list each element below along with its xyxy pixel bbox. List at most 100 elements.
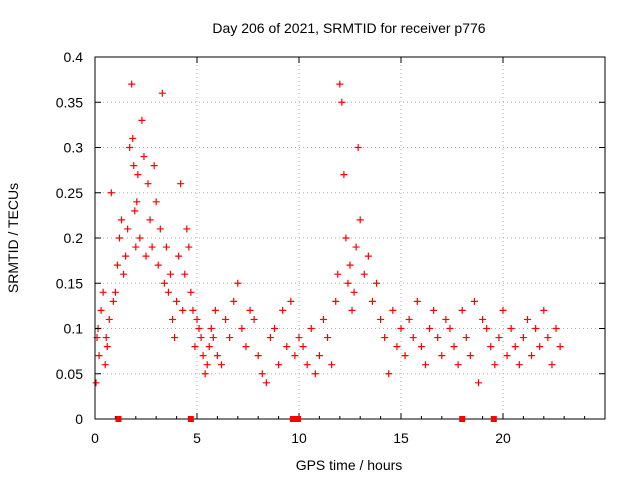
data-points xyxy=(92,80,564,387)
data-point xyxy=(307,325,315,332)
data-point xyxy=(158,89,166,97)
data-point xyxy=(385,370,393,378)
data-point xyxy=(164,288,172,296)
data-point xyxy=(315,352,323,360)
data-point xyxy=(470,297,478,305)
data-point xyxy=(203,361,211,369)
data-point xyxy=(552,325,560,332)
data-point xyxy=(197,334,205,342)
data-point xyxy=(487,343,495,351)
data-point xyxy=(160,279,168,287)
data-point xyxy=(140,153,148,161)
data-point xyxy=(348,306,356,314)
y-tick-label: 0.35 xyxy=(56,94,83,110)
data-point xyxy=(102,334,110,342)
y-tick-label: 0.15 xyxy=(56,275,83,291)
data-point xyxy=(107,189,115,197)
data-point xyxy=(205,343,213,351)
data-point xyxy=(95,352,103,360)
data-point xyxy=(211,306,219,314)
data-point xyxy=(515,361,523,369)
data-point xyxy=(146,216,154,224)
data-point xyxy=(199,352,207,360)
data-point xyxy=(454,361,462,369)
data-point xyxy=(548,361,556,369)
data-point xyxy=(111,288,119,296)
data-point xyxy=(499,306,507,314)
y-tick-label: 0.4 xyxy=(64,49,84,65)
zero-markers xyxy=(115,416,497,422)
data-point xyxy=(242,343,250,351)
data-point xyxy=(319,315,327,323)
data-point xyxy=(295,334,303,342)
zero-marker xyxy=(490,416,497,422)
data-point xyxy=(136,234,144,242)
data-point xyxy=(334,270,342,278)
x-tick-label: 20 xyxy=(495,430,511,446)
zero-marker xyxy=(294,416,301,422)
data-point xyxy=(103,343,111,351)
data-point xyxy=(152,198,160,206)
y-tick-label: 0.05 xyxy=(56,366,83,382)
data-point xyxy=(171,334,179,342)
data-point xyxy=(332,297,340,305)
data-point xyxy=(528,352,536,360)
data-point xyxy=(364,252,372,260)
data-point xyxy=(303,361,311,369)
x-tick-label: 15 xyxy=(393,430,409,446)
data-point xyxy=(430,306,438,314)
data-point xyxy=(187,288,195,296)
zero-marker xyxy=(115,416,122,422)
data-point xyxy=(338,98,346,106)
data-point xyxy=(340,171,348,179)
data-point xyxy=(438,352,446,360)
data-point xyxy=(142,252,150,260)
data-point xyxy=(352,243,360,251)
data-point xyxy=(519,334,527,342)
data-point xyxy=(556,343,564,351)
data-point xyxy=(250,315,258,323)
data-point xyxy=(336,80,344,88)
data-point xyxy=(344,279,352,287)
data-point xyxy=(475,379,483,387)
y-tick-label: 0.1 xyxy=(64,321,84,337)
data-point xyxy=(279,306,287,314)
data-point xyxy=(92,379,100,387)
data-point xyxy=(466,352,474,360)
y-tick-label: 0.2 xyxy=(64,230,84,246)
data-point xyxy=(511,343,519,351)
data-point xyxy=(133,198,141,206)
data-point xyxy=(368,297,376,305)
data-point xyxy=(421,361,429,369)
data-point xyxy=(183,225,191,233)
data-point xyxy=(134,171,142,179)
data-point xyxy=(458,306,466,314)
grid xyxy=(95,57,605,419)
data-point xyxy=(491,361,499,369)
data-point xyxy=(413,297,421,305)
data-point xyxy=(191,343,199,351)
data-point xyxy=(230,297,238,305)
zero-marker xyxy=(187,416,194,422)
data-point xyxy=(291,352,299,360)
data-point xyxy=(346,261,354,269)
data-point xyxy=(287,297,295,305)
data-point xyxy=(185,243,193,251)
x-tick-label: 0 xyxy=(91,430,99,446)
data-point xyxy=(434,334,442,342)
data-point xyxy=(132,243,140,251)
data-point xyxy=(209,334,217,342)
y-tick-label: 0.3 xyxy=(64,140,84,156)
data-point xyxy=(462,334,470,342)
data-point xyxy=(201,370,209,378)
data-point xyxy=(544,334,552,342)
data-point xyxy=(397,325,405,332)
axis-ticks: 0 0.05 0.1 0.15 0.2 0.25 0.3 0.35 0.4 0 5 10 15 20 xyxy=(56,49,605,446)
data-point xyxy=(109,297,117,305)
data-point xyxy=(354,144,362,151)
data-point xyxy=(417,343,425,351)
data-point xyxy=(97,306,105,314)
data-point xyxy=(120,270,128,278)
data-point xyxy=(189,306,197,314)
data-point xyxy=(217,361,225,369)
